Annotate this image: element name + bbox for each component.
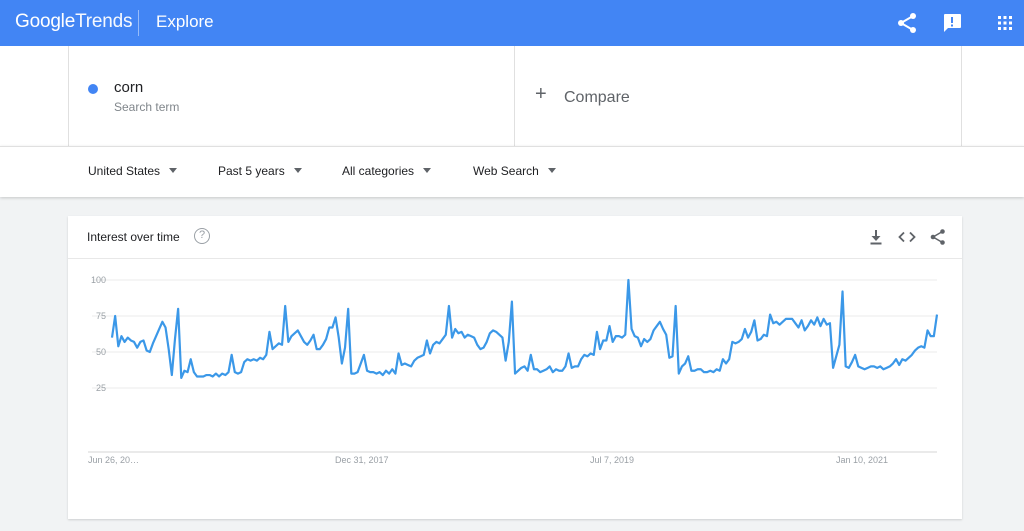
- caret-down-icon: [547, 168, 556, 174]
- y-tick-label: 75: [96, 311, 106, 321]
- region-filter-label: United States: [88, 164, 161, 178]
- header-divider: [138, 10, 139, 36]
- search-term-card[interactable]: corn Search term: [68, 46, 515, 146]
- y-tick-label: 25: [96, 383, 106, 393]
- plus-icon: +: [535, 83, 547, 105]
- embed-icon[interactable]: [898, 228, 916, 246]
- caret-down-icon: [423, 168, 432, 174]
- card-title: Interest over time: [87, 230, 180, 244]
- region-filter-dropdown[interactable]: United States: [88, 164, 178, 178]
- category-filter-label: All categories: [342, 164, 415, 178]
- search-term-name[interactable]: corn: [114, 79, 144, 96]
- download-icon[interactable]: [867, 228, 885, 246]
- compare-button[interactable]: + Compare: [515, 46, 962, 146]
- x-tick-label: Jun 26, 20…: [88, 455, 139, 465]
- share-icon[interactable]: [929, 228, 947, 246]
- x-tick-label: Jan 10, 2021: [836, 455, 888, 465]
- series-line[interactable]: [110, 278, 939, 380]
- feedback-icon[interactable]: [940, 11, 964, 35]
- caret-down-icon: [293, 168, 302, 174]
- app-bar: GoogleTrends Explore: [0, 0, 1024, 46]
- interest-line-chart: 25 50 75 100 Jun 26, 20… Dec 31, 2017 Jul 7, 2…: [88, 275, 939, 465]
- category-filter-dropdown[interactable]: All categories: [342, 164, 432, 178]
- x-tick-label: Jul 7, 2019: [590, 455, 634, 465]
- compare-label: Compare: [564, 89, 630, 106]
- term-color-dot: [88, 84, 98, 94]
- apps-grid-icon[interactable]: [993, 11, 1017, 35]
- search-term-type: Search term: [114, 100, 180, 114]
- share-icon[interactable]: [895, 11, 919, 35]
- x-tick-label: Dec 31, 2017: [335, 455, 389, 465]
- y-tick-label: 50: [96, 347, 106, 357]
- filter-bar: United States Past 5 years All categorie…: [0, 146, 1024, 197]
- logo-trends-text: Trends: [75, 11, 133, 32]
- caret-down-icon: [169, 168, 178, 174]
- logo-google-text: Google: [15, 11, 76, 32]
- card-header: Interest over time ?: [68, 216, 962, 259]
- interest-over-time-card: Interest over time ? 25 50 75 100 Jun 26, 20…: [68, 216, 962, 519]
- search-terms-panel: corn Search term + Compare: [0, 46, 1024, 146]
- help-icon[interactable]: ?: [194, 228, 210, 244]
- google-trends-logo[interactable]: GoogleTrends: [15, 11, 133, 33]
- property-filter-label: Web Search: [473, 164, 539, 178]
- property-filter-dropdown[interactable]: Web Search: [473, 164, 556, 178]
- time-filter-dropdown[interactable]: Past 5 years: [218, 164, 302, 178]
- page-title: Explore: [156, 12, 214, 31]
- y-tick-label: 100: [91, 275, 106, 285]
- time-filter-label: Past 5 years: [218, 164, 285, 178]
